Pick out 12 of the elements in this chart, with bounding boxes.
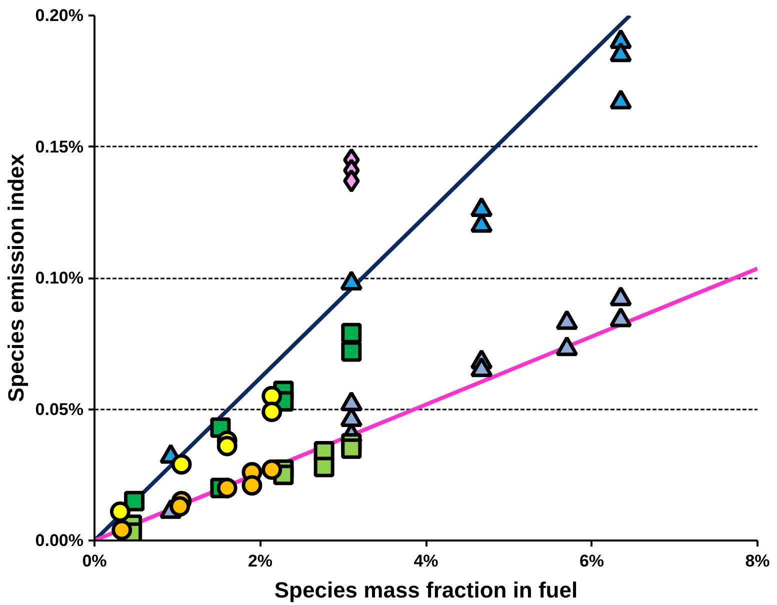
- y-tick-label: 0.15%: [35, 137, 84, 156]
- y-tick-label: 0.05%: [35, 400, 84, 419]
- y-tick-label: 0.20%: [35, 6, 84, 25]
- x-axis-title: Species mass fraction in fuel: [274, 578, 578, 602]
- x-tick-label: 8%: [745, 552, 770, 570]
- x-tick-label: 0%: [82, 552, 107, 570]
- y-axis-title: Species emission index: [3, 153, 28, 402]
- x-tick-label: 2%: [248, 552, 273, 570]
- y-tick-label: 0.10%: [35, 268, 84, 288]
- x-tick-label: 4%: [414, 552, 438, 570]
- y-tick-label: 0.00%: [35, 531, 84, 550]
- x-tick-label: 6%: [579, 552, 604, 570]
